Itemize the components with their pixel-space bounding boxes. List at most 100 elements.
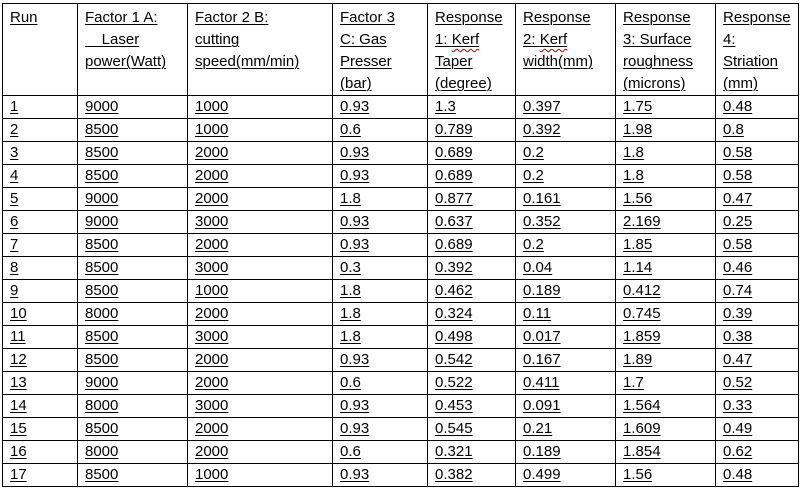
- header-line: 4:: [723, 31, 736, 48]
- value-cell: 8500: [77, 417, 188, 441]
- value-cell: 9000: [77, 210, 188, 234]
- value-cell: 1000: [187, 118, 333, 142]
- header-line: Response: [723, 9, 791, 26]
- value-cell: 0.11: [515, 302, 616, 326]
- value-cell: 0.6: [332, 371, 428, 395]
- value-cell: 0.017: [515, 325, 616, 349]
- value-cell: 9000: [77, 371, 188, 395]
- header-line: 1: Kerf: [435, 31, 480, 48]
- table-row: 9 8500 1000 1.8 0.462 0.189 0.412 0.74: [2, 279, 799, 303]
- value-cell: 8000: [77, 394, 188, 418]
- value-cell: 3000: [187, 325, 333, 349]
- value-cell: 0.47: [715, 348, 799, 372]
- value-cell: 0.6: [332, 440, 428, 464]
- table-row: 14 8000 3000 0.93 0.453 0.091 1.564 0.33: [2, 394, 799, 418]
- column-header-7: Response 3: Surface roughness (microns): [615, 3, 716, 96]
- value-cell: 0.48: [715, 463, 799, 487]
- run-number-cell: 11: [2, 325, 78, 349]
- value-cell: 0.689: [427, 164, 516, 188]
- value-cell: 2000: [187, 233, 333, 257]
- value-cell: 0.93: [332, 348, 428, 372]
- run-number-cell: 6: [2, 210, 78, 234]
- table-row: 1 9000 1000 0.93 1.3 0.397 1.75 0.48: [2, 95, 799, 119]
- misspelled-word: Kerf: [451, 31, 480, 48]
- column-header-8: Response 4: Striation (mm): [715, 3, 799, 96]
- value-cell: 0.545: [427, 417, 516, 441]
- value-cell: 0.58: [715, 233, 799, 257]
- value-cell: 1.75: [615, 95, 716, 119]
- value-cell: 0.411: [515, 371, 616, 395]
- value-cell: 9000: [77, 187, 188, 211]
- value-cell: 1.8: [332, 187, 428, 211]
- value-cell: 2000: [187, 164, 333, 188]
- value-cell: 0.6: [332, 118, 428, 142]
- run-number-cell: 1: [2, 95, 78, 119]
- value-cell: 8500: [77, 118, 188, 142]
- value-cell: 0.2: [515, 164, 616, 188]
- value-cell: 0.397: [515, 95, 616, 119]
- value-cell: 0.62: [715, 440, 799, 464]
- value-cell: 8500: [77, 233, 188, 257]
- table-row: 15 8500 2000 0.93 0.545 0.21 1.609 0.49: [2, 417, 799, 441]
- value-cell: 0.542: [427, 348, 516, 372]
- value-cell: 1.8: [332, 279, 428, 303]
- value-cell: 0.93: [332, 417, 428, 441]
- value-cell: 0.33: [715, 394, 799, 418]
- table-row: 13 9000 2000 0.6 0.522 0.411 1.7 0.52: [2, 371, 799, 395]
- table-row: 17 8500 1000 0.93 0.382 0.499 1.56 0.48: [2, 463, 799, 487]
- value-cell: 0.48: [715, 95, 799, 119]
- value-cell: 8000: [77, 440, 188, 464]
- value-cell: 0.21: [515, 417, 616, 441]
- value-cell: 0.352: [515, 210, 616, 234]
- value-cell: 0.789: [427, 118, 516, 142]
- value-cell: 0.453: [427, 394, 516, 418]
- value-cell: 0.58: [715, 164, 799, 188]
- run-number-cell: 4: [2, 164, 78, 188]
- doe-laser-cutting-table: Run Factor 1 A: Laser power(Watt) Factor 2 …: [2, 3, 799, 487]
- value-cell: 0.47: [715, 187, 799, 211]
- value-cell: 0.2: [515, 233, 616, 257]
- value-cell: 0.877: [427, 187, 516, 211]
- value-cell: 8500: [77, 164, 188, 188]
- value-cell: 2000: [187, 371, 333, 395]
- value-cell: 0.38: [715, 325, 799, 349]
- run-number-cell: 17: [2, 463, 78, 487]
- table-row: 2 8500 1000 0.6 0.789 0.392 1.98 0.8: [2, 118, 799, 142]
- table-row: 4 8500 2000 0.93 0.689 0.2 1.8 0.58: [2, 164, 799, 188]
- header-line: Response: [435, 9, 503, 26]
- header-line: (microns): [623, 75, 686, 92]
- value-cell: 1.8: [332, 302, 428, 326]
- value-cell: 3000: [187, 256, 333, 280]
- value-cell: 2000: [187, 141, 333, 165]
- header-line: Presser: [340, 53, 392, 70]
- value-cell: 1.56: [615, 187, 716, 211]
- value-cell: 8500: [77, 279, 188, 303]
- column-header-5: Response 1: Kerf Taper (degree): [427, 3, 516, 96]
- value-cell: 1.85: [615, 233, 716, 257]
- value-cell: 3000: [187, 394, 333, 418]
- value-cell: 1.564: [615, 394, 716, 418]
- value-cell: 0.58: [715, 141, 799, 165]
- value-cell: 1000: [187, 95, 333, 119]
- header-line: cutting: [195, 31, 240, 48]
- value-cell: 1.609: [615, 417, 716, 441]
- value-cell: 2000: [187, 302, 333, 326]
- value-cell: 1.8: [615, 141, 716, 165]
- header-line: Factor 3: [340, 9, 396, 26]
- value-cell: 1.56: [615, 463, 716, 487]
- value-cell: 1000: [187, 279, 333, 303]
- table-row: 16 8000 2000 0.6 0.321 0.189 1.854 0.62: [2, 440, 799, 464]
- table-row: 6 9000 3000 0.93 0.637 0.352 2.169 0.25: [2, 210, 799, 234]
- value-cell: 2000: [187, 187, 333, 211]
- header-line: Run: [10, 9, 38, 26]
- column-header-2: Factor 1 A: Laser power(Watt): [77, 3, 188, 96]
- value-cell: 2000: [187, 440, 333, 464]
- value-cell: 0.04: [515, 256, 616, 280]
- table-row: 8 8500 3000 0.3 0.392 0.04 1.14 0.46: [2, 256, 799, 280]
- value-cell: 1.8: [332, 325, 428, 349]
- value-cell: 1.7: [615, 371, 716, 395]
- header-line: Response: [623, 9, 691, 26]
- value-cell: 0.74: [715, 279, 799, 303]
- value-cell: 0.3: [332, 256, 428, 280]
